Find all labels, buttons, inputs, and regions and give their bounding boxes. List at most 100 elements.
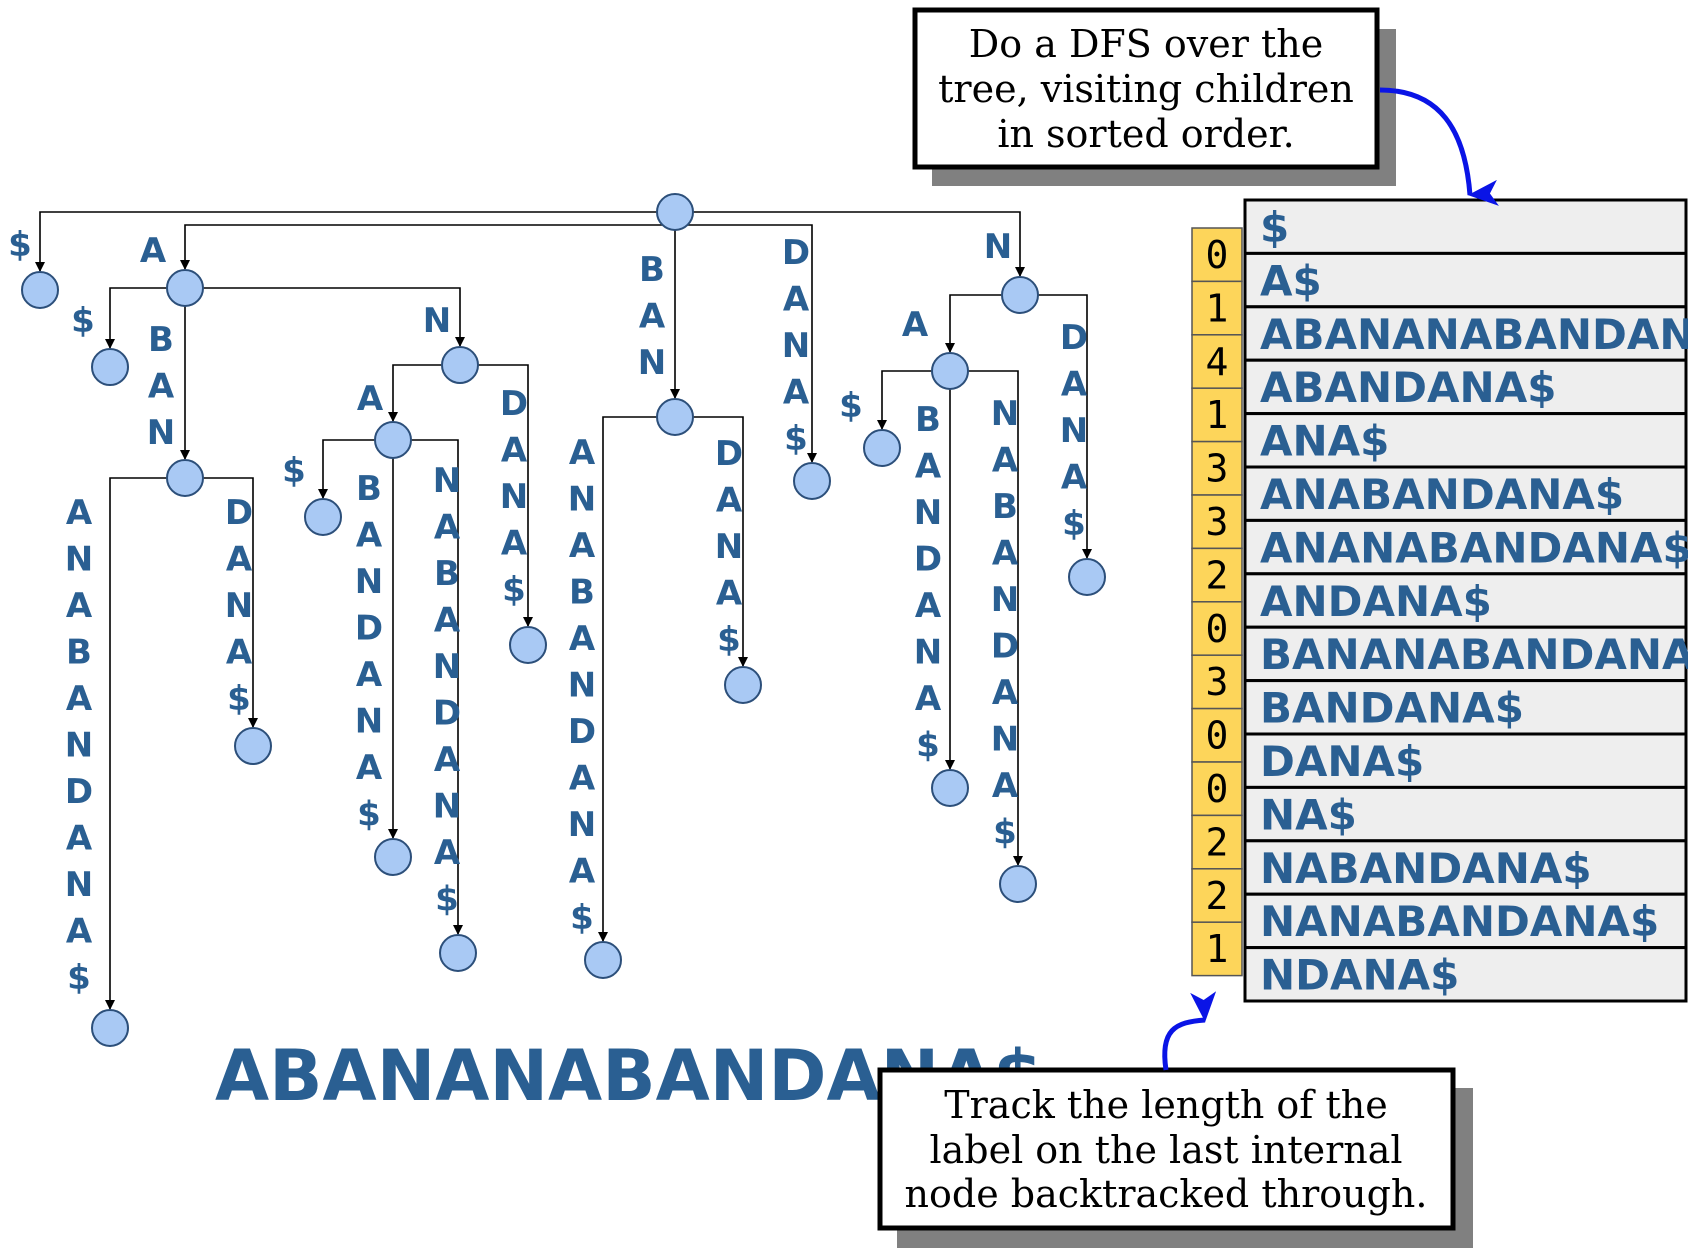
edge-label-char: D [1060, 318, 1088, 358]
tree-node-A [166, 269, 204, 307]
edge-label-BAN-to-leaf-BANDANA$: DANA$ [715, 434, 743, 660]
edge-label-char: A [434, 508, 461, 548]
suffix-text: NANABANDANA$ [1260, 897, 1659, 946]
tree-edges [35, 211, 1092, 1010]
lcp-value: 3 [1206, 447, 1229, 491]
edge-label-char: D [914, 540, 942, 580]
edge-label-NA-to-leaf-NANABANDANA$: NABANDANA$ [991, 394, 1019, 853]
suffix-text: NA$ [1260, 790, 1357, 839]
tree-node-BAN [656, 398, 694, 436]
tree-node-leaf-A$ [91, 348, 129, 386]
tree-edge-BAN-to-leaf-BANANABANDANA$ [598, 416, 675, 942]
edge-label-ANA-to-leaf-ANANABANDANA$: NABANDANA$ [433, 461, 461, 920]
tree-edge-AN-to-leaf-ANDANA$ [460, 364, 533, 627]
edge-label-char: N [715, 527, 743, 567]
suffix-row [1243, 198, 1688, 255]
callout-top-line-2: tree, visiting children [938, 67, 1354, 111]
edge-label-char: N [225, 586, 253, 626]
callout-top: Do a DFS over the tree, visiting childre… [912, 7, 1499, 206]
suffix-text: NDANA$ [1260, 951, 1459, 1000]
tree-edge-NA-to-leaf-NANABANDANA$ [950, 370, 1023, 866]
suffix-row [1243, 679, 1688, 736]
suffix-array: $A$ ABANANABANDANA$ABANDANA$ ANA$ANABANDAN… [1243, 198, 1688, 1003]
lcp-value: 0 [1206, 714, 1229, 758]
edge-label-char: N [914, 493, 942, 533]
tree-node-leaf-NANABANDANA$ [999, 865, 1037, 903]
edge-label-char: A [1061, 458, 1088, 498]
tree-edge-A-to-AN [185, 287, 465, 347]
edge-label-A-to-A-BAN: BAN [147, 320, 175, 453]
edge-label-char: D [782, 233, 810, 273]
tree-edge-A-to-leaf-A$ [105, 287, 185, 349]
edge-label-char: N [433, 647, 461, 687]
edge-label-char: A [992, 534, 1019, 574]
callout-top-box [912, 7, 1380, 170]
tree-nodes [21, 193, 1106, 1047]
tree-node-ANA [374, 421, 412, 459]
edge-label-ANA-to-leaf-ANA$: $ [282, 451, 306, 491]
edge-label-char: D [500, 384, 528, 424]
tree-node-AN [441, 346, 479, 384]
lcp-value: 2 [1206, 553, 1229, 597]
suffix-text: $ [1260, 203, 1289, 252]
lcp-value: 0 [1206, 233, 1229, 277]
edge-label-char: A [140, 231, 167, 271]
suffix-row [1243, 892, 1688, 950]
callout-top-arrow-icon [1379, 87, 1499, 206]
suffix-text: ANA$ [1260, 417, 1389, 466]
edge-label-char: A [356, 748, 383, 788]
tree-edge-ANA-to-leaf-ANANABANDANA$ [393, 439, 463, 935]
tree-edge-BAN-to-leaf-BANDANA$ [675, 416, 748, 667]
lcp-cell [1191, 334, 1243, 389]
lcp-cell [1191, 868, 1243, 923]
tree-edge-AN-to-ANA [388, 364, 460, 422]
edge-label-char: N [433, 787, 461, 827]
suffix-row [1243, 358, 1688, 416]
edge-label-A-BAN-to-leaf-ABANANABANDANA$: ANABANDANA$ [65, 493, 93, 998]
edge-label-char: $ [993, 813, 1017, 853]
edge-label-root-to-leaf-$: $ [8, 225, 32, 265]
edge-label-char: A [783, 373, 810, 413]
edge-label-char: A [66, 912, 93, 952]
edge-label-char: A [66, 493, 93, 533]
edge-label-char: $ [839, 386, 863, 426]
callout-bottom-line-1: Track the length of the [944, 1083, 1387, 1127]
edge-label-root-to-BAN: BAN [638, 250, 666, 383]
edge-label-char: B [569, 573, 595, 613]
edge-label-char: N [914, 633, 942, 673]
edge-label-char: B [639, 250, 665, 290]
edge-label-char: A [639, 297, 666, 337]
edge-label-char: A [148, 367, 175, 407]
suffix-text: ABANANABANDANA$ [1260, 310, 1688, 359]
suffix-text: DANA$ [1260, 737, 1424, 786]
edge-label-char: $ [282, 451, 306, 491]
suffix-row [1243, 625, 1688, 683]
tree-node-leaf-BANDANA$ [724, 666, 762, 704]
tree-edge-A-BAN-to-leaf-ABANANABANDANA$ [105, 477, 185, 1010]
edge-label-NA-to-leaf-NABANDANA$: BANDANA$ [914, 400, 942, 766]
edge-label-char: N [984, 227, 1012, 267]
edge-label-char: B [992, 487, 1018, 527]
edge-label-A-to-AN: N [423, 301, 451, 341]
lcp-value: 1 [1206, 286, 1229, 330]
edge-label-char: B [356, 469, 382, 509]
edge-label-char: N [147, 413, 175, 453]
edge-label-char: $ [67, 958, 91, 998]
edge-label-char: $ [916, 726, 940, 766]
edge-label-char: A [66, 819, 93, 859]
suffix-text: NABANDANA$ [1260, 844, 1592, 893]
callout-bottom-arrow-icon [1162, 991, 1217, 1071]
edge-label-char: A [569, 526, 596, 566]
edge-label-char: A [569, 433, 596, 473]
edge-label-char: $ [717, 620, 741, 660]
edge-label-char: D [715, 434, 743, 474]
tree-node-A-BAN [166, 459, 204, 497]
edge-label-char: $ [71, 301, 95, 341]
tree-node-leaf-ANANABANDANA$ [439, 934, 477, 972]
lcp-value: 3 [1206, 500, 1229, 544]
lcp-value: 2 [1206, 820, 1229, 864]
edge-label-char: A [1061, 365, 1088, 405]
tree-edge-N-to-NA [945, 294, 1020, 353]
edge-label-char: B [434, 554, 460, 594]
